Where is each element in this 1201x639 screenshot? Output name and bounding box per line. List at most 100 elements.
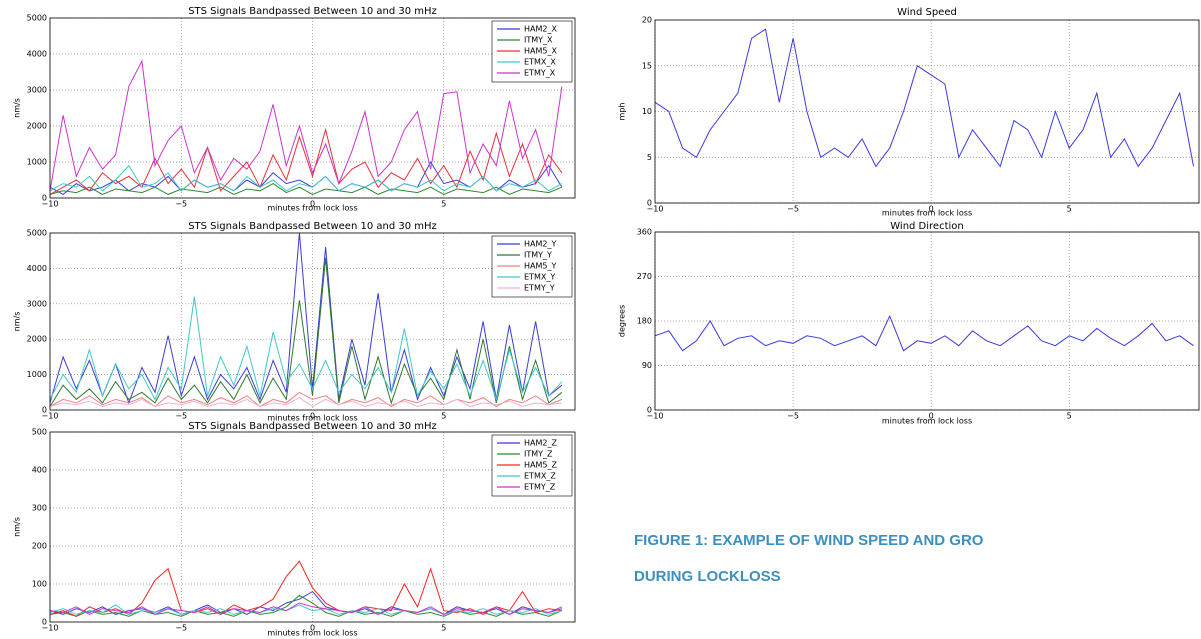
data-line [49,397,562,408]
y-tick-label: 0 [42,406,47,415]
y-tick-label: 300 [32,504,47,513]
y-tick-label: 180 [637,317,652,326]
y-tick-label: 270 [637,272,652,281]
y-axis-label: degrees [618,305,627,337]
data-line [49,164,563,192]
chart-title: Wind Direction [890,221,964,232]
y-tick-label: 2000 [27,335,47,344]
x-tick-label: 5 [441,200,446,209]
data-line [654,314,1194,352]
chart-title: STS Signals Bandpassed Between 10 and 30… [188,221,437,232]
y-tick-label: 3000 [27,299,47,308]
legend-label: ETMY_X [524,69,556,78]
y-tick-label: 0 [42,618,47,627]
legend-label: HAM2_Y [524,240,556,249]
data-line [49,296,563,402]
data-line [49,257,563,407]
data-line [49,127,563,195]
y-tick-label: 4000 [27,264,47,273]
data-line [49,183,563,195]
x-tick-label: −5 [175,624,187,633]
y-tick-label: 10 [642,107,652,116]
x-tick-label: −10 [42,200,59,209]
plot-frame [49,232,576,411]
legend-label: ETMY_Y [524,284,555,293]
x-tick-label: −10 [42,624,59,633]
x-axis-label: minutes from lock loss [267,629,357,638]
y-tick-label: 90 [642,361,652,370]
y-tick-label: 20 [642,16,652,25]
y-tick-label: 0 [42,194,47,203]
x-tick-label: 0 [310,200,315,209]
y-tick-label: 3000 [27,86,47,95]
y-tick-label: 2000 [27,122,47,131]
y-tick-label: 100 [32,580,47,589]
y-tick-label: 200 [32,542,47,551]
plot-area [50,432,575,622]
y-tick-label: 5000 [27,14,47,23]
x-tick-label: 5 [441,412,446,421]
x-tick-label: 5 [441,624,446,633]
y-tick-label: 5000 [27,229,47,238]
legend-label: HAM5_X [524,47,557,56]
x-tick-label: −5 [175,412,187,421]
legend-label: ETMX_X [524,58,556,67]
x-axis-label: minutes from lock loss [267,204,357,213]
chart-title: STS Signals Bandpassed Between 10 and 30… [188,6,437,17]
y-tick-label: 500 [32,428,47,437]
legend-label: ETMX_Z [524,472,556,481]
plot-frame [49,431,576,623]
data-line [49,232,563,405]
y-axis-label: nm/s [13,517,22,537]
legend-label: HAM5_Z [524,461,557,470]
x-tick-label: 5 [1067,205,1072,214]
legend-label: ETMX_Y [524,273,555,282]
x-tick-label: −10 [647,205,664,214]
data-line [654,28,1194,168]
x-tick-label: 5 [1067,412,1072,421]
caption: DURING LOCKLOSS [634,568,781,585]
x-axis-label: minutes from lock loss [882,417,972,426]
x-tick-label: 0 [929,205,934,214]
data-line [49,604,563,615]
caption: FIGURE 1: EXAMPLE OF WIND SPEED AND GRO [634,532,984,549]
plot-frame [654,19,1200,204]
legend-label: ITMY_X [524,36,553,45]
legend-label: ITMY_Z [524,450,553,459]
data-line [49,59,563,191]
legend-label: ETMY_Z [524,483,556,492]
chart-title: STS Signals Bandpassed Between 10 and 30… [188,421,437,432]
legend-label: HAM5_Y [524,262,556,271]
y-tick-label: 5 [647,153,652,162]
y-tick-label: 15 [642,61,652,70]
y-tick-label: 360 [637,228,652,237]
y-tick-label: 4000 [27,50,47,59]
plot-frame [49,17,576,199]
data-line [49,594,563,617]
y-axis-label: nm/s [13,312,22,332]
y-tick-label: 1000 [27,370,47,379]
y-tick-label: 0 [647,199,652,208]
chart-title: Wind Speed [897,7,957,18]
y-tick-label: 400 [32,466,47,475]
x-axis-label: minutes from lock loss [882,209,972,218]
legend-label: HAM2_X [524,25,557,34]
x-tick-label: −10 [42,412,59,421]
x-tick-label: 0 [310,412,315,421]
data-line [49,602,563,615]
x-tick-label: −5 [175,200,187,209]
y-axis-label: mph [618,103,627,121]
x-tick-label: −10 [647,412,664,421]
legend-label: HAM2_Z [524,439,557,448]
legend-label: ITMY_Y [524,251,552,260]
x-tick-label: 0 [310,624,315,633]
y-tick-label: 0 [647,406,652,415]
x-tick-label: −5 [787,412,799,421]
plot-frame [654,231,1200,411]
x-tick-label: −5 [787,205,799,214]
y-axis-label: nm/s [13,98,22,118]
data-line [49,391,563,408]
y-tick-label: 1000 [27,158,47,167]
